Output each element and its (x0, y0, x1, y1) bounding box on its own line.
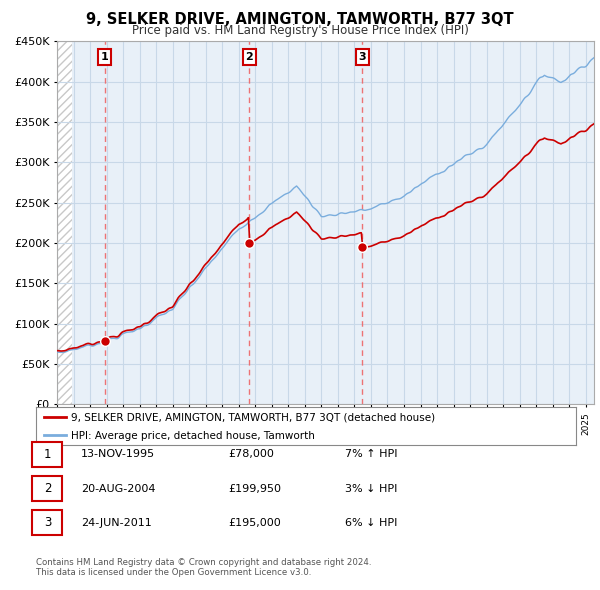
Text: 6% ↓ HPI: 6% ↓ HPI (345, 518, 397, 527)
Text: 2: 2 (245, 52, 253, 62)
Text: 1: 1 (101, 52, 109, 62)
Text: 3: 3 (359, 52, 366, 62)
Text: Price paid vs. HM Land Registry's House Price Index (HPI): Price paid vs. HM Land Registry's House … (131, 24, 469, 37)
Text: 9, SELKER DRIVE, AMINGTON, TAMWORTH, B77 3QT: 9, SELKER DRIVE, AMINGTON, TAMWORTH, B77… (86, 12, 514, 27)
Text: 3% ↓ HPI: 3% ↓ HPI (345, 484, 397, 493)
Text: 9, SELKER DRIVE, AMINGTON, TAMWORTH, B77 3QT (detached house): 9, SELKER DRIVE, AMINGTON, TAMWORTH, B77… (71, 413, 435, 423)
Text: 13-NOV-1995: 13-NOV-1995 (81, 450, 155, 459)
Bar (57, 41, 72, 404)
Text: Contains HM Land Registry data © Crown copyright and database right 2024.
This d: Contains HM Land Registry data © Crown c… (36, 558, 371, 577)
Text: 7% ↑ HPI: 7% ↑ HPI (345, 450, 398, 459)
Text: 2: 2 (44, 482, 51, 495)
Text: £195,000: £195,000 (228, 518, 281, 527)
Text: 3: 3 (44, 516, 51, 529)
Text: 1: 1 (44, 448, 51, 461)
Text: 24-JUN-2011: 24-JUN-2011 (81, 518, 152, 527)
Text: £78,000: £78,000 (228, 450, 274, 459)
Text: 20-AUG-2004: 20-AUG-2004 (81, 484, 155, 493)
Text: £199,950: £199,950 (228, 484, 281, 493)
Text: HPI: Average price, detached house, Tamworth: HPI: Average price, detached house, Tamw… (71, 431, 315, 441)
